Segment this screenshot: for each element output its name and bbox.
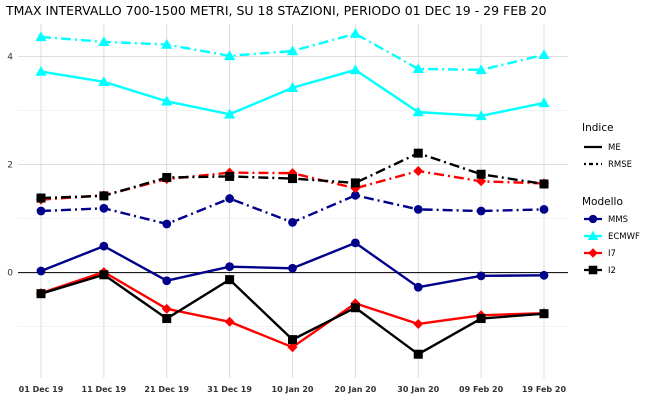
data-point-i2-me bbox=[162, 314, 172, 324]
data-point-mms-me bbox=[413, 282, 423, 292]
legend-key-marker-i7 bbox=[588, 248, 598, 258]
data-point-ecmwf-rmse bbox=[224, 50, 236, 61]
data-point-mms-me bbox=[99, 241, 109, 251]
data-point-i2-rmse bbox=[225, 171, 235, 181]
data-point-mms-rmse bbox=[99, 203, 109, 213]
legend-key-marker-i2 bbox=[588, 265, 598, 275]
data-point-mms-rmse bbox=[162, 219, 172, 229]
data-point-ecmwf-me bbox=[349, 64, 361, 75]
chart-title: TMAX INTERVALLO 700-1500 METRI, SU 18 ST… bbox=[5, 3, 547, 18]
x-tick-label: 10 Jan 20 bbox=[272, 385, 314, 394]
legend-label-i7: I7 bbox=[608, 249, 616, 259]
data-point-i2-me bbox=[36, 289, 46, 299]
data-point-i2-me bbox=[476, 314, 486, 324]
legend-label-rmse: RMSE bbox=[608, 160, 632, 170]
plot-area bbox=[18, 24, 568, 378]
data-point-ecmwf-me bbox=[161, 95, 173, 106]
x-tick-label: 30 Jan 20 bbox=[397, 385, 439, 394]
series-mms-rmse bbox=[36, 190, 549, 229]
data-point-ecmwf-me bbox=[538, 97, 550, 108]
x-tick-label: 11 Dec 19 bbox=[82, 385, 127, 394]
data-point-i7-me bbox=[287, 342, 298, 353]
data-point-mms-rmse bbox=[36, 206, 46, 216]
data-point-mms-me bbox=[162, 276, 172, 286]
data-point-ecmwf-rmse bbox=[349, 28, 361, 38]
legend-label-me: ME bbox=[608, 143, 621, 153]
legend-label-i2: I2 bbox=[608, 266, 616, 276]
series-mms-me bbox=[36, 238, 549, 292]
data-point-i7-rmse bbox=[476, 176, 487, 187]
plot-panel: 0 2 4 01 Dec 19 11 Dec 19 21 Dec 19 31 Dec 19 1… bbox=[7, 24, 568, 394]
data-point-mms-rmse bbox=[539, 204, 549, 214]
data-point-ecmwf-rmse bbox=[35, 31, 47, 42]
data-point-i2-rmse bbox=[288, 174, 297, 184]
x-tick-label: 19 Feb 20 bbox=[522, 385, 567, 394]
data-point-ecmwf-me bbox=[412, 106, 424, 117]
legend-label-mms: MMS bbox=[608, 215, 628, 225]
data-point-mms-me bbox=[476, 271, 486, 281]
data-point-ecmwf-rmse bbox=[412, 63, 424, 74]
legend-label-ecmwf: ECMWF bbox=[608, 232, 640, 242]
data-point-mms-me bbox=[350, 238, 360, 248]
y-tick-label: 0 bbox=[7, 269, 13, 279]
data-point-i2-rmse bbox=[350, 178, 360, 188]
legend-title-indice: Indice bbox=[582, 122, 614, 134]
data-point-i2-me bbox=[539, 309, 549, 319]
x-tick-label: 01 Dec 19 bbox=[19, 385, 64, 394]
data-point-i7-me bbox=[161, 303, 172, 314]
data-point-mms-rmse bbox=[288, 217, 297, 227]
data-point-i7-me bbox=[224, 316, 235, 327]
data-point-mms-me bbox=[36, 266, 46, 276]
series-ecmwf-rmse bbox=[35, 28, 550, 75]
data-point-ecmwf-me bbox=[224, 108, 236, 119]
data-point-i2-rmse bbox=[36, 193, 46, 203]
data-point-mms-rmse bbox=[225, 194, 235, 203]
x-tick-label: 31 Dec 19 bbox=[207, 385, 252, 394]
data-point-i2-rmse bbox=[539, 179, 549, 189]
y-tick-label: 4 bbox=[7, 52, 13, 62]
data-point-mms-me bbox=[225, 262, 235, 272]
data-point-mms-me bbox=[288, 263, 297, 273]
legend-title-modello: Modello bbox=[582, 196, 623, 208]
data-point-ecmwf-rmse bbox=[538, 49, 550, 60]
data-point-i7-rmse bbox=[413, 166, 424, 177]
data-point-mms-rmse bbox=[350, 190, 360, 200]
data-point-ecmwf-me bbox=[98, 76, 110, 87]
data-point-ecmwf-rmse bbox=[98, 36, 110, 47]
x-tick-label: 09 Feb 20 bbox=[459, 385, 504, 394]
series-line-ecmwf-rmse bbox=[40, 32, 545, 72]
data-point-i2-rmse bbox=[413, 148, 423, 158]
data-point-i2-me bbox=[413, 349, 423, 359]
data-point-i2-me bbox=[225, 275, 235, 285]
data-point-i2-rmse bbox=[99, 191, 109, 201]
x-tick-label: 20 Jan 20 bbox=[334, 385, 376, 394]
y-tick-label: 2 bbox=[7, 161, 13, 171]
series-i2-me bbox=[36, 270, 549, 359]
data-point-mms-me bbox=[539, 270, 549, 280]
series-ecmwf-me bbox=[35, 64, 550, 121]
data-point-i7-me bbox=[413, 318, 424, 329]
data-point-i2-rmse bbox=[476, 169, 486, 179]
data-point-ecmwf-rmse bbox=[161, 38, 173, 49]
data-point-ecmwf-me bbox=[286, 82, 299, 92]
series-i2-rmse bbox=[36, 148, 549, 203]
legend-key-marker-ecmwf bbox=[587, 230, 599, 240]
legend: Indice ME RMSE Modello MMS ECMWF I7 I2 bbox=[582, 122, 640, 276]
data-point-i2-rmse bbox=[162, 172, 172, 182]
x-tick-label: 21 Dec 19 bbox=[144, 385, 189, 394]
data-point-i2-me bbox=[288, 335, 297, 345]
data-point-ecmwf-rmse bbox=[286, 45, 299, 56]
data-point-mms-rmse bbox=[476, 206, 486, 216]
data-point-ecmwf-me bbox=[35, 65, 47, 76]
data-point-mms-rmse bbox=[413, 204, 423, 214]
data-point-ecmwf-me bbox=[475, 110, 487, 121]
data-point-i2-me bbox=[99, 270, 109, 280]
data-point-ecmwf-rmse bbox=[475, 64, 487, 75]
data-point-i2-me bbox=[350, 303, 360, 313]
legend-key-marker-mms bbox=[588, 214, 598, 224]
